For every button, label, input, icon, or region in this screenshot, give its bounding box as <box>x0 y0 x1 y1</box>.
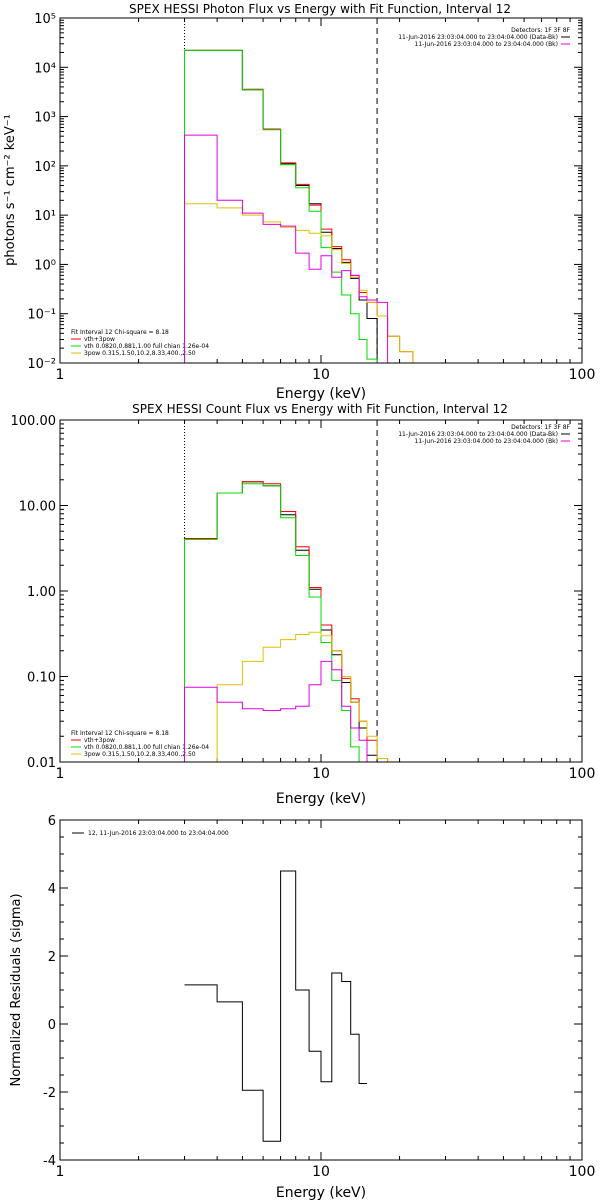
chart2-data-group <box>184 481 389 762</box>
chart1-series-vth-3pow <box>184 49 426 363</box>
residuals-ylabel: Normalized Residuals (sigma) <box>9 893 24 1086</box>
count-flux-databk-label: 11-Jun-2016 23:03:04.000 to 23:04:04.000… <box>398 431 558 438</box>
photon-flux-bk-label: 11-Jun-2016 23:03:04.000 to 23:04:04.000… <box>415 41 558 48</box>
chart3-y-tick-label: 2 <box>48 950 56 965</box>
chart2-y-tick-label: 0.10 <box>27 671 56 686</box>
photon-flux-databk-label: 11-Jun-2016 23:03:04.000 to 23:04:04.000… <box>398 34 558 41</box>
chart1-y-tick-label: 10¹ <box>34 209 56 224</box>
chart2-x-tick-label: 10 <box>312 766 330 782</box>
chart1-x-tick-label: 10 <box>312 367 330 383</box>
chart3-y-tick-label: 4 <box>48 882 56 897</box>
chart1-x-tick-label: 100 <box>569 367 596 383</box>
residuals-xlabel: Energy (keV) <box>276 1185 366 1200</box>
chart1-data-group <box>184 49 426 363</box>
photon-flux-3pow-label: 3pow 0.315,1.50,10.2,8.33,400.,2.50 <box>84 350 196 357</box>
chart2-y-tick-label: 100.00 <box>11 414 57 429</box>
count-flux-model-label: vth+3pow <box>84 737 115 744</box>
count-flux-3pow-label: 3pow 0.315,1.50,10.2,8.33,400.,2.50 <box>84 751 196 758</box>
count-flux-detectors: Detectors: 1F 3F 8F <box>511 424 570 431</box>
chart1-y-tick-label: 10⁵ <box>34 12 56 27</box>
chart1-series-data-bk <box>184 49 378 363</box>
photon-flux-fit-info: Fit Interval 12 Chi-square = 8.18 <box>71 329 169 336</box>
chart3-y-tick-label: -2 <box>43 1086 56 1101</box>
residuals-panel: Normalized Residuals (sigma) Energy (keV… <box>9 814 595 1200</box>
chart3-series-12-11-jun-2016-23-03-04-000-to-23-04-04-000 <box>184 870 367 1142</box>
chart1-plot-frame <box>59 17 583 364</box>
photon-flux-detectors: Detectors: 1F 3F 8F <box>511 27 570 34</box>
photon-flux-ylabel: photons s⁻¹ cm⁻² keV⁻¹ <box>3 114 18 266</box>
count-flux-fit-info: Fit Interval 12 Chi-square = 8.18 <box>71 730 169 737</box>
chart1-y-tick-label: 10³ <box>34 111 56 126</box>
residuals-legend-label: 12, 11-Jun-2016 23:03:04.000 to 23:04:04… <box>88 830 229 837</box>
chart2-series-data-bk <box>184 481 378 762</box>
chart3-data-group <box>184 870 367 1142</box>
chart3-x-tick-label: 100 <box>569 1164 596 1180</box>
chart2-plot-frame <box>59 419 583 763</box>
chart3-y-tick-label: -4 <box>43 1154 56 1169</box>
chart3-y-tick-label: 0 <box>48 1018 56 1033</box>
chart2-x-tick-label: 100 <box>569 766 596 782</box>
count-flux-panel: SPEX HESSI Count Flux vs Energy with Fit… <box>11 402 596 807</box>
chart2-series-vth <box>184 483 368 762</box>
chart2-series-vth-3pow <box>184 481 389 762</box>
chart1-y-tick-label: 10² <box>34 160 56 175</box>
count-flux-title: SPEX HESSI Count Flux vs Energy with Fit… <box>132 402 508 416</box>
chart3-x-tick-label: 1 <box>56 1164 65 1180</box>
chart3-y-tick-label: 6 <box>48 814 56 829</box>
chart2-y-tick-label: 0.01 <box>27 756 56 771</box>
chart1-y-tick-label: 10⁻² <box>27 357 56 372</box>
chart3-x-tick-label: 10 <box>312 1164 330 1180</box>
chart3-plot-frame <box>59 819 583 1161</box>
count-flux-bk-label: 11-Jun-2016 23:03:04.000 to 23:04:04.000… <box>415 438 558 445</box>
chart1-series-vth <box>184 49 378 363</box>
chart1-y-tick-label: 10⁴ <box>34 61 56 76</box>
chart2-y-tick-label: 10.00 <box>19 500 56 515</box>
photon-flux-model-label: vth+3pow <box>84 336 115 343</box>
count-flux-vth-label: vth 0.0820,0.881,1.00 full chian 1.26e-0… <box>84 744 209 751</box>
photon-flux-panel: SPEX HESSI Photon Flux vs Energy with Fi… <box>3 2 595 402</box>
photon-flux-vth-label: vth 0.0820,0.881,1.00 full chian 1.26e-0… <box>84 343 209 350</box>
chart2-series-bk <box>184 660 368 762</box>
chart2-x-tick-label: 1 <box>56 766 65 782</box>
chart1-x-tick-label: 1 <box>56 367 65 383</box>
chart2-series-3pow <box>184 631 389 762</box>
photon-flux-title: SPEX HESSI Photon Flux vs Energy with Fi… <box>129 2 511 16</box>
chart2-y-tick-label: 1.00 <box>27 585 56 600</box>
chart1-series-3pow <box>184 203 426 363</box>
chart1-y-tick-label: 10⁻¹ <box>27 308 56 323</box>
photon-flux-xlabel: Energy (keV) <box>276 386 366 402</box>
chart1-series-bk <box>184 134 389 363</box>
chart1-y-tick-label: 10⁰ <box>34 258 56 273</box>
count-flux-xlabel: Energy (keV) <box>276 791 366 807</box>
